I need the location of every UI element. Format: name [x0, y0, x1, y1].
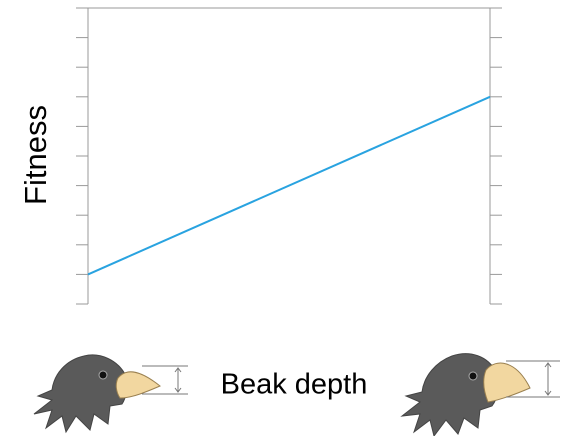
finch-head	[400, 353, 499, 436]
finch-beak	[483, 362, 531, 403]
finch-beak	[115, 371, 161, 399]
beak-depth-marker	[142, 365, 188, 395]
y-axis-label: Fitness	[18, 105, 53, 205]
finch-eye	[98, 370, 108, 380]
beak-depth-marker	[506, 360, 560, 398]
finch-deep-beak	[400, 353, 560, 436]
finch-small-beak	[33, 354, 188, 434]
x-axis-label: Beak depth	[221, 369, 368, 401]
finch-head	[33, 354, 128, 434]
finch-eye	[468, 371, 478, 381]
fitness-line	[87, 95, 491, 276]
